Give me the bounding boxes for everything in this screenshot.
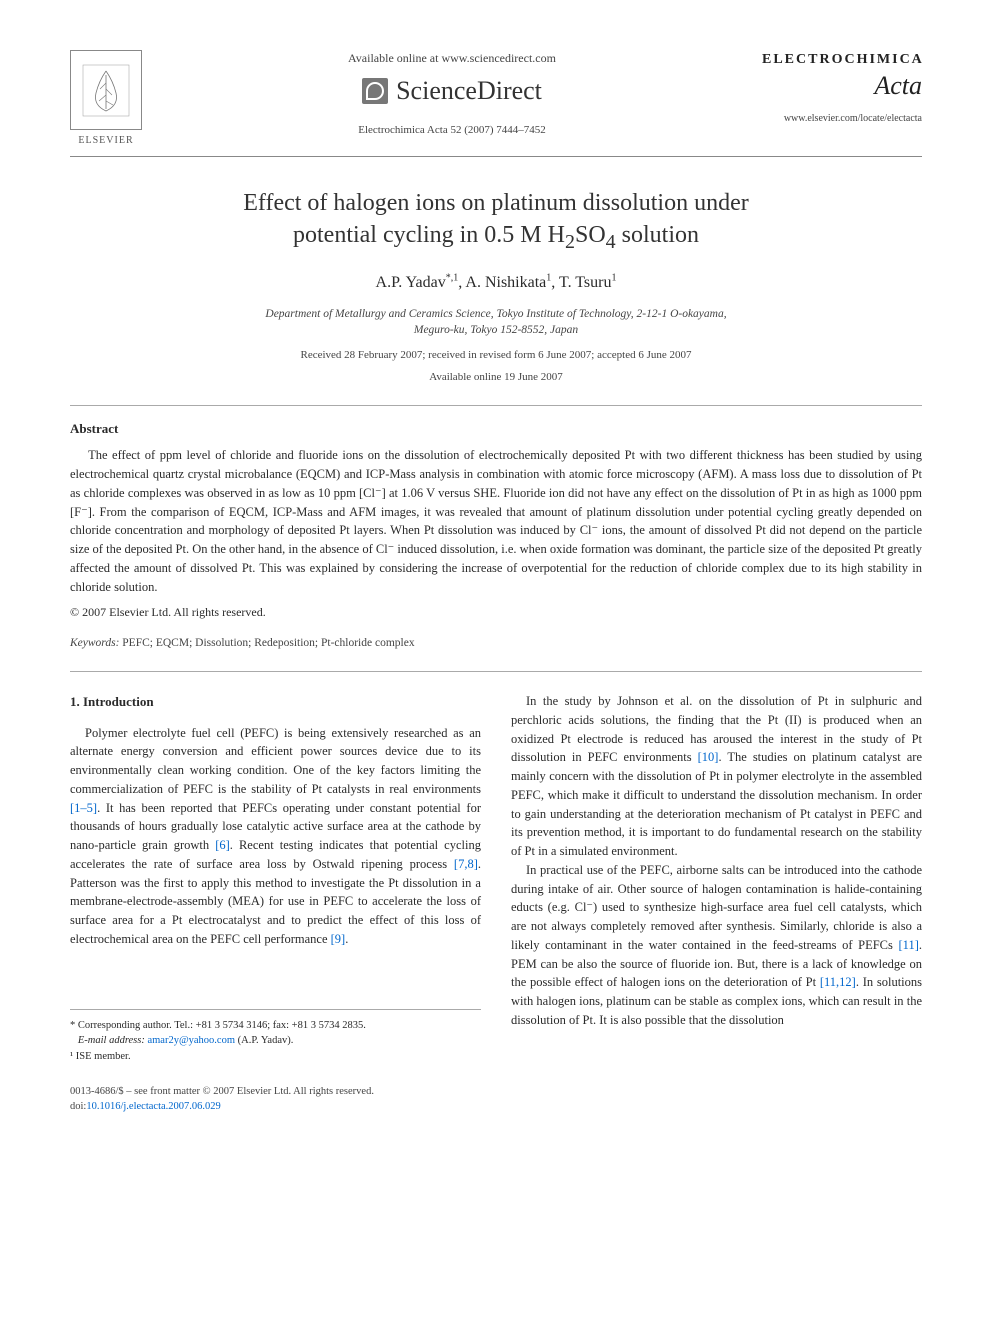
abstract-body: The effect of ppm level of chloride and … xyxy=(70,446,922,596)
title-line2c: solution xyxy=(616,222,699,248)
ref-link-1-5[interactable]: [1–5] xyxy=(70,801,97,815)
author-1-sup: *,1 xyxy=(446,272,459,283)
journal-reference: Electrochimica Acta 52 (2007) 7444–7452 xyxy=(162,123,742,138)
body-columns: 1. Introduction Polymer electrolyte fuel… xyxy=(70,692,922,1065)
copyright-line: © 2007 Elsevier Ltd. All rights reserved… xyxy=(70,604,922,621)
journal-url: www.elsevier.com/locate/electacta xyxy=(762,112,922,126)
footnote-email-link[interactable]: amar2y@yahoo.com xyxy=(145,1035,238,1046)
affiliation: Department of Metallurgy and Ceramics Sc… xyxy=(70,306,922,338)
elsevier-label: ELSEVIER xyxy=(70,134,142,148)
footer-issn: 0013-4686/$ – see front matter © 2007 El… xyxy=(70,1085,922,1100)
available-online-date: Available online 19 June 2007 xyxy=(70,370,922,385)
keywords-label: Keywords: xyxy=(70,637,119,649)
sciencedirect-logo-row: ScienceDirect xyxy=(162,73,742,109)
keywords-line: Keywords: PEFC; EQCM; Dissolution; Redep… xyxy=(70,635,922,651)
right-column: In the study by Johnson et al. on the di… xyxy=(511,692,922,1065)
intro-para-1: Polymer electrolyte fuel cell (PEFC) is … xyxy=(70,724,481,949)
section-1-heading: 1. Introduction xyxy=(70,692,481,712)
ref-link-6[interactable]: [6] xyxy=(215,838,230,852)
affiliation-line1: Department of Metallurgy and Ceramics Sc… xyxy=(265,308,726,320)
author-2: , A. Nishikata xyxy=(458,274,546,291)
journal-subtitle: Acta xyxy=(762,68,922,104)
header-divider xyxy=(70,156,922,157)
sciencedirect-text: ScienceDirect xyxy=(396,73,542,109)
intro-p3-a: In practical use of the PEFC, airborne s… xyxy=(511,863,922,952)
received-dates: Received 28 February 2007; received in r… xyxy=(70,348,922,363)
left-column: 1. Introduction Polymer electrolyte fuel… xyxy=(70,692,481,1065)
abstract-paragraph: The effect of ppm level of chloride and … xyxy=(70,448,922,593)
author-1: A.P. Yadav xyxy=(376,274,446,291)
page-header: ELSEVIER Available online at www.science… xyxy=(70,50,922,148)
intro-p1-a: Polymer electrolyte fuel cell (PEFC) is … xyxy=(70,726,481,796)
ref-link-11[interactable]: [11] xyxy=(899,938,919,952)
header-center: Available online at www.sciencedirect.co… xyxy=(142,50,762,139)
footnotes-block: * Corresponding author. Tel.: +81 3 5734… xyxy=(70,1009,481,1065)
intro-para-2: In the study by Johnson et al. on the di… xyxy=(511,692,922,861)
sciencedirect-icon xyxy=(362,78,388,104)
abstract-heading: Abstract xyxy=(70,420,922,438)
ref-link-11-12[interactable]: [11,12] xyxy=(820,975,856,989)
intro-p2-b: . The studies on platinum catalyst are m… xyxy=(511,750,922,858)
footnote-ise: ¹ ISE member. xyxy=(70,1049,481,1065)
author-3-sup: 1 xyxy=(611,272,616,283)
abstract-bottom-rule xyxy=(70,671,922,672)
footnote-email-label: E-mail address: xyxy=(78,1035,145,1046)
author-3: , T. Tsuru xyxy=(551,274,611,291)
intro-p1-e: . xyxy=(345,932,348,946)
available-online-text: Available online at www.sciencedirect.co… xyxy=(162,50,742,67)
intro-para-3: In practical use of the PEFC, airborne s… xyxy=(511,861,922,1030)
ref-link-10[interactable]: [10] xyxy=(698,750,719,764)
title-line2b: SO xyxy=(575,222,606,248)
footer-meta: 0013-4686/$ – see front matter © 2007 El… xyxy=(70,1085,922,1114)
elsevier-block: ELSEVIER xyxy=(70,50,142,148)
title-line2a: potential cycling in 0.5 M H xyxy=(293,222,565,248)
footer-doi-link[interactable]: 10.1016/j.electacta.2007.06.029 xyxy=(86,1101,220,1112)
journal-name: ELECTROCHIMICA xyxy=(762,50,922,70)
authors-line: A.P. Yadav*,1, A. Nishikata1, T. Tsuru1 xyxy=(70,272,922,294)
footnote-corresponding: * Corresponding author. Tel.: +81 3 5734… xyxy=(70,1018,481,1034)
elsevier-tree-icon xyxy=(70,50,142,130)
footer-doi-line: doi:10.1016/j.electacta.2007.06.029 xyxy=(70,1100,922,1115)
article-title: Effect of halogen ions on platinum disso… xyxy=(70,187,922,252)
title-sub2: 4 xyxy=(606,231,616,253)
journal-logo-block: ELECTROCHIMICA Acta www.elsevier.com/loc… xyxy=(762,50,922,126)
affiliation-line2: Meguro-ku, Tokyo 152-8552, Japan xyxy=(414,324,578,336)
abstract-top-rule xyxy=(70,405,922,406)
keywords-value: PEFC; EQCM; Dissolution; Redeposition; P… xyxy=(119,637,414,649)
title-sub1: 2 xyxy=(565,231,575,253)
footnote-email-author: (A.P. Yadav). xyxy=(238,1035,294,1046)
footer-doi-label: doi: xyxy=(70,1101,86,1112)
title-line1: Effect of halogen ions on platinum disso… xyxy=(243,190,748,216)
ref-link-7-8[interactable]: [7,8] xyxy=(454,857,478,871)
ref-link-9[interactable]: [9] xyxy=(331,932,346,946)
footnote-email-line: E-mail address: amar2y@yahoo.com (A.P. Y… xyxy=(70,1033,481,1049)
